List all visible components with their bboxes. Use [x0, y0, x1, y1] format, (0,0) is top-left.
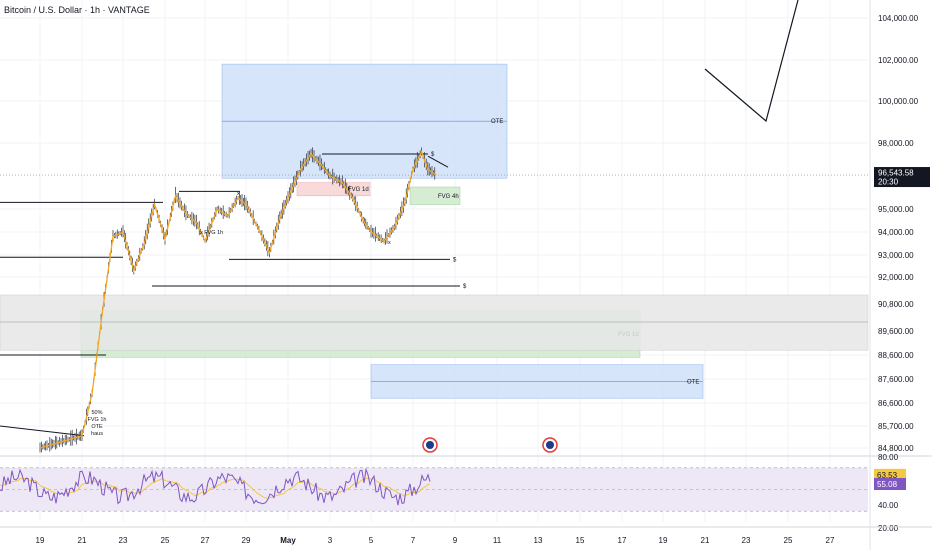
x-tick-label: 3	[328, 536, 333, 545]
x-tick-label: 9	[453, 536, 458, 545]
x-tick-label: 21	[701, 536, 710, 545]
last-price-badge	[874, 167, 930, 188]
annotation-label: OTE	[91, 424, 103, 430]
last-price-value: 96,543.58	[878, 169, 914, 178]
annotation-label: haus	[91, 431, 103, 437]
zone-label: FVG 4h	[438, 194, 459, 200]
y-tick-label: 93,000.00	[878, 251, 914, 260]
liquidity-level-label: $	[453, 257, 457, 263]
annotation-label: x FVG 1h	[200, 230, 223, 236]
zone-label: OTE	[491, 119, 503, 125]
x-tick-label: 29	[242, 536, 251, 545]
rsi-ma-line	[0, 477, 431, 499]
rsi-y-tick-label: 40.00	[878, 501, 899, 510]
zone-fvg	[409, 186, 461, 205]
rsi-ma-badge	[874, 468, 906, 481]
y-tick-label: 89,600.00	[878, 327, 914, 336]
annotation-label: x	[237, 191, 240, 197]
y-tick-label: 98,000.00	[878, 139, 914, 148]
y-tick-label: 84,800.00	[878, 444, 914, 453]
y-tick-label: 92,000.00	[878, 273, 914, 282]
y-tick-label: 94,000.00	[878, 228, 914, 237]
annotation-label: x	[388, 240, 391, 246]
price-series	[39, 147, 437, 453]
x-tick-label: 15	[576, 536, 585, 545]
y-tick-label: 95,000.00	[878, 205, 914, 214]
us-flag-icon-inner	[546, 441, 554, 449]
y-tick-label: 104,000.00	[878, 14, 919, 23]
y-tick-label: 102,000.00	[878, 56, 919, 65]
x-tick-label: 7	[411, 536, 416, 545]
x-tick-label: 13	[534, 536, 543, 545]
zone-label: FVG 1d	[348, 187, 369, 193]
y-tick-label: 86,600.00	[878, 399, 914, 408]
rsi-ma-value: 63.53	[877, 471, 898, 480]
zone-fvg	[296, 182, 371, 197]
y-tick-label: 85,700.00	[878, 422, 914, 431]
liquidity-level-label: $	[463, 284, 467, 290]
y-tick-label: 90,800.00	[878, 300, 914, 309]
rsi-line	[0, 467, 431, 506]
zone-range	[0, 294, 869, 351]
last-price-countdown: 20:30	[878, 178, 899, 187]
x-tick-label: 27	[201, 536, 210, 545]
x-tick-label: 11	[493, 536, 502, 545]
rsi-value: 55.08	[877, 480, 898, 489]
rsi-value-badge	[874, 477, 906, 490]
projection-path	[704, 0, 799, 123]
x-tick-label: 19	[659, 536, 668, 545]
x-tick-label: 23	[119, 536, 128, 545]
zone-label: OTE	[687, 379, 699, 385]
liquidity-level-label: $	[431, 152, 435, 158]
x-tick-label: 19	[36, 536, 45, 545]
rsi-y-tick-label: 80.00	[878, 453, 899, 462]
level-lines: $ $ $	[0, 0, 799, 437]
x-tick-label: 5	[369, 536, 374, 545]
x-tick-label: 23	[742, 536, 751, 545]
y-tick-label: 100,000.00	[878, 97, 919, 106]
x-tick-label: 27	[826, 536, 835, 545]
trend-line	[0, 425, 85, 437]
y-tick-label: 87,600.00	[878, 375, 914, 384]
price-line	[39, 150, 437, 449]
y-tick-label: 88,600.00	[878, 351, 914, 360]
x-tick-label: 21	[78, 536, 87, 545]
x-tick-label: 17	[618, 536, 627, 545]
x-tick-label: 25	[161, 536, 170, 545]
y-axis: 104,000.00 102,000.00 100,000.00 98,000.00 9…	[878, 14, 919, 453]
us-flag-icon-inner	[426, 441, 434, 449]
x-tick-label: May	[280, 536, 296, 545]
x-tick-label: 25	[784, 536, 793, 545]
annotation-label: FVG 1h	[88, 417, 107, 423]
annotation-label: 50%	[91, 410, 102, 416]
rsi-y-tick-label: 20.00	[878, 524, 899, 533]
chart-title: Bitcoin / U.S. Dollar · 1h · VANTAGE	[4, 5, 150, 15]
trend-line	[427, 155, 449, 168]
